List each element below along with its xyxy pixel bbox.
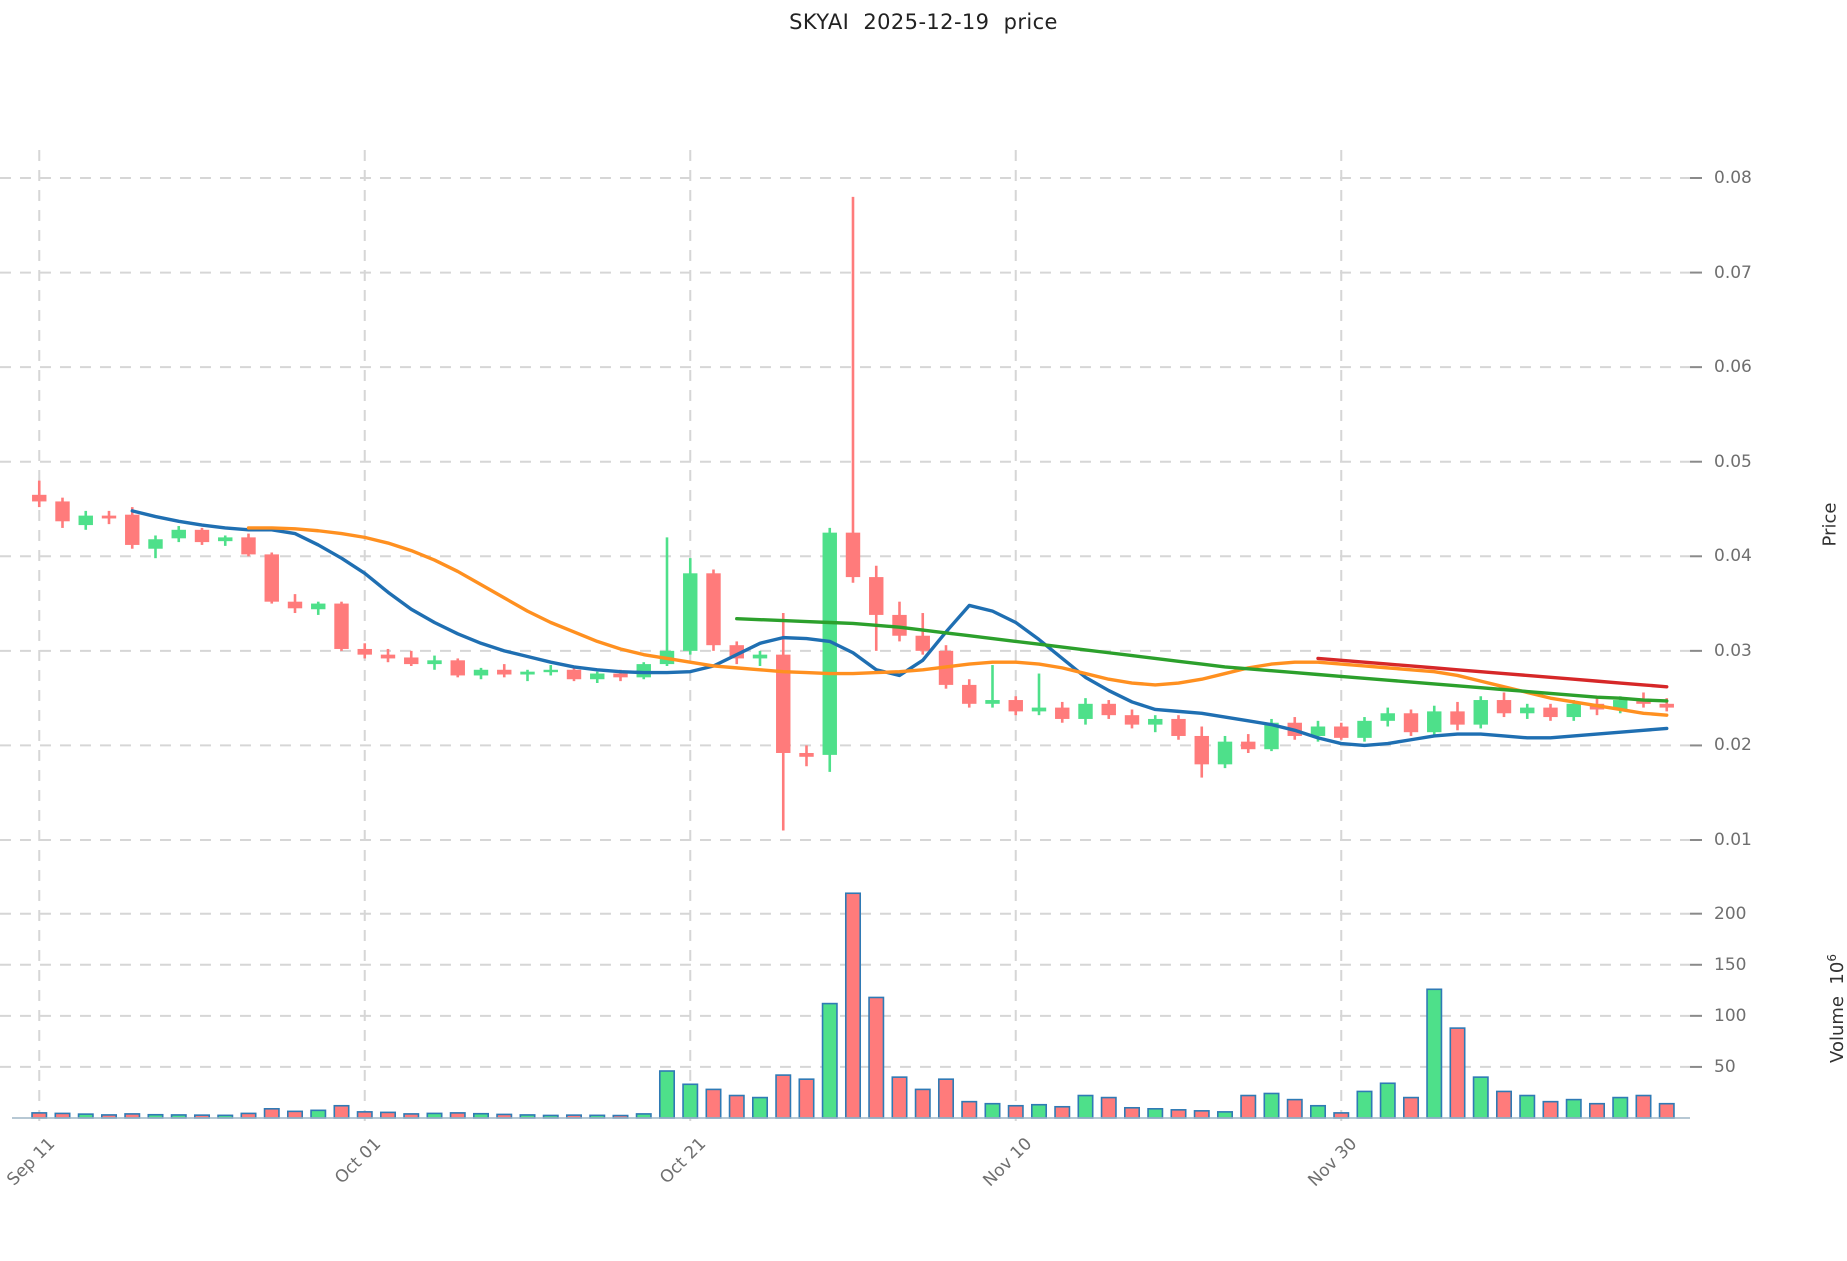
chart-title: SKYAI 2025-12-19 price: [789, 10, 1058, 34]
volume-axis-label-text: Volume: [1826, 995, 1847, 1063]
price-axis-label: Price: [1819, 502, 1841, 547]
price-tick-0.04: 0.04: [1714, 546, 1752, 567]
volume-tick-50: 50: [1714, 1056, 1736, 1077]
price-tick-0.01: 0.01: [1714, 830, 1752, 850]
price-tick-0.08: 0.08: [1714, 168, 1752, 188]
ma-line-ma-xlong: [1316, 656, 1669, 689]
volume-axis-label: Volume 106: [1825, 954, 1847, 1063]
ma-line-ma-long: [735, 617, 1669, 703]
price-tick-0.07: 0.07: [1714, 262, 1752, 283]
volume-tick-150: 150: [1714, 954, 1747, 975]
volume-axis-exponent-base: 10: [1826, 961, 1847, 985]
volume-series: [31, 892, 1675, 1119]
price-tick-0.02: 0.02: [1714, 735, 1752, 756]
chart-canvas: [0, 150, 1702, 1122]
candlestick-chart: SKYAI 2025-12-19 price 0.08 0.07 0.06 0.05 0…: [0, 10, 1847, 1191]
volume-axis-exponent-power: 6: [1824, 953, 1839, 962]
volume-tick-100: 100: [1714, 1005, 1747, 1026]
ma-line-ma-mid: [246, 526, 1669, 717]
moving-average-series: [130, 509, 1669, 748]
volume-tick-200: 200: [1714, 903, 1747, 924]
price-tick-0.05: 0.05: [1714, 451, 1752, 472]
price-tick-0.06: 0.06: [1714, 357, 1752, 378]
price-tick-0.03: 0.03: [1714, 640, 1752, 661]
ma-line-ma-short: [130, 509, 1669, 748]
